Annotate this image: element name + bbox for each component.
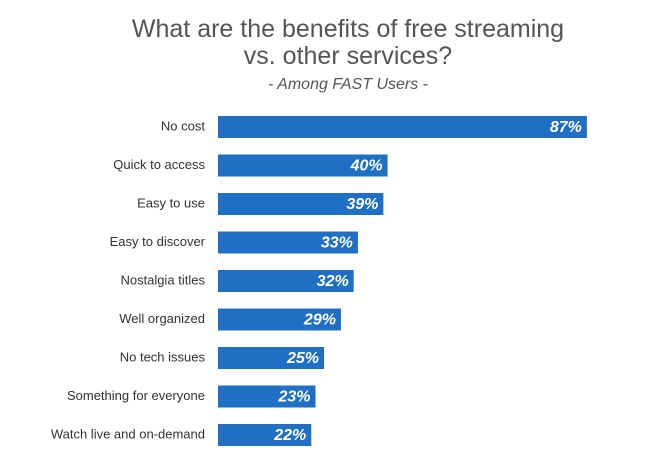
bar bbox=[218, 424, 312, 446]
bar bbox=[218, 116, 587, 138]
bar bbox=[218, 385, 316, 408]
value-label: 39% bbox=[346, 196, 378, 213]
category-label: Well organized bbox=[119, 311, 205, 326]
value-label: 25% bbox=[286, 350, 319, 367]
category-label: Something for everyone bbox=[67, 388, 205, 403]
value-label: 29% bbox=[303, 312, 336, 329]
value-label: 23% bbox=[277, 389, 310, 406]
value-label: 40% bbox=[350, 158, 383, 175]
chart-title: What are the benefits of free streaming … bbox=[131, 15, 565, 70]
category-label: Watch live and on-demand bbox=[51, 426, 205, 441]
bar bbox=[218, 193, 384, 215]
category-label: Easy to use bbox=[137, 195, 205, 210]
value-label: 87% bbox=[550, 119, 582, 136]
category-label: Easy to discover bbox=[110, 234, 206, 249]
bar bbox=[218, 347, 324, 369]
category-label: No tech issues bbox=[120, 349, 206, 364]
value-label: 32% bbox=[317, 273, 349, 290]
value-label: 33% bbox=[321, 235, 353, 252]
category-label: Quick to access bbox=[113, 157, 205, 172]
value-label: 22% bbox=[273, 427, 306, 444]
category-label: Nostalgia titles bbox=[120, 272, 205, 287]
chart-subtitle: - Among FAST Users - bbox=[267, 76, 429, 93]
bar bbox=[218, 270, 354, 292]
bar bbox=[218, 308, 341, 331]
category-label: No cost bbox=[161, 118, 205, 133]
bar bbox=[218, 154, 388, 177]
bar bbox=[218, 231, 358, 254]
